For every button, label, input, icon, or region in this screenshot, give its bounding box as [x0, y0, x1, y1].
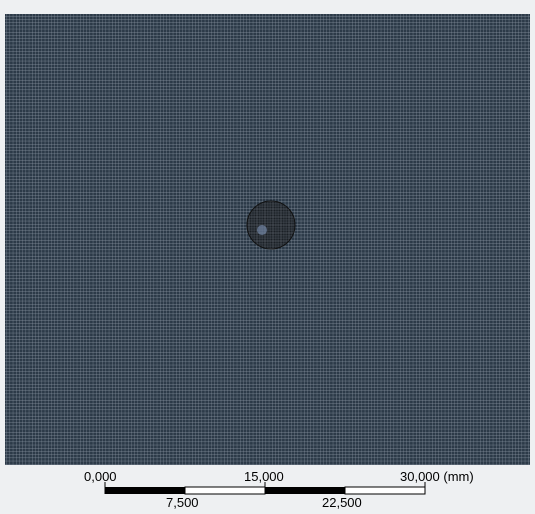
scale-label: 0,000: [84, 469, 117, 484]
scale-segment: [265, 487, 345, 494]
refined-mesh-circle: [247, 201, 295, 249]
scale-label: 7,500: [166, 495, 199, 510]
scale-label: 22,500: [322, 495, 362, 510]
page: {"scale_bar": {"labels_top": ["0,000", "…: [0, 0, 535, 514]
scale-segment: [345, 487, 425, 494]
scale-label: 15,000: [244, 469, 284, 484]
scale-segment: [185, 487, 265, 494]
mesh-highlight: [257, 225, 267, 235]
viewport: 0,000 15,000 30,000 (mm) 7,500 22,500: [0, 0, 535, 514]
scale-label: 30,000 (mm): [400, 469, 474, 484]
scale-segment: [105, 487, 185, 494]
